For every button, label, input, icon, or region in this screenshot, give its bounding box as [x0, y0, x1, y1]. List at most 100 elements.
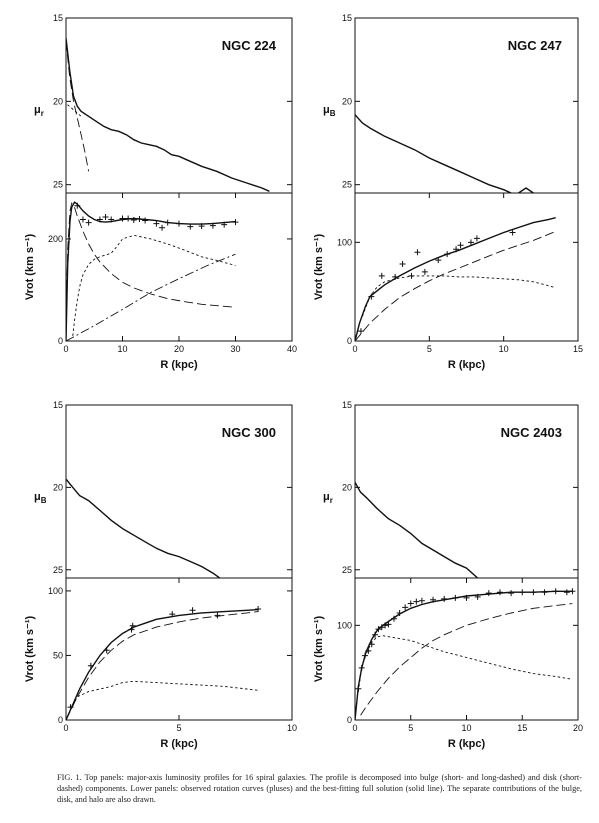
data-point-plus — [368, 293, 375, 300]
y-axis-label: μB — [323, 104, 336, 118]
x-tick-label: 0 — [352, 723, 357, 733]
y-tick-label: 200 — [48, 234, 63, 244]
y-axis-symbol: μ — [34, 104, 41, 116]
y-tick-label: 15 — [342, 400, 352, 410]
y-tick-label: 50 — [53, 650, 63, 660]
data-point-plus — [474, 593, 481, 600]
data-point-plus — [365, 647, 372, 654]
x-tick-label: 10 — [461, 723, 471, 733]
panel-4: 15 20 25 NGC 300 μB — [34, 400, 293, 579]
data-point-plus — [74, 202, 81, 209]
data-point-plus — [421, 268, 428, 275]
data-point-plus — [392, 273, 399, 280]
x-tick-label: 0 — [63, 344, 68, 354]
data-point-plus — [430, 596, 437, 603]
data-point-plus — [214, 612, 221, 619]
data-point-plus — [563, 589, 570, 596]
y-tick-label: 0 — [347, 336, 352, 346]
data-point-plus — [463, 594, 470, 601]
y-axis-label: μr — [34, 104, 44, 118]
data-point-plus — [441, 595, 448, 602]
data-point-plus — [399, 261, 406, 268]
data-point-plus — [221, 221, 228, 228]
data-point-plus — [153, 220, 160, 227]
data-point-plus — [79, 216, 86, 223]
x-tick-label: 15 — [573, 344, 583, 354]
data-point-plus — [372, 631, 379, 638]
data-point-plus — [142, 217, 149, 224]
data-point-plus — [457, 242, 464, 249]
data-point-plus — [232, 219, 239, 226]
series-solid — [518, 187, 534, 193]
data-point-plus — [169, 611, 176, 618]
x-tick-label: 10 — [287, 723, 297, 733]
series-longdash — [66, 202, 236, 341]
x-tick-label: 10 — [499, 344, 509, 354]
series-longdash — [66, 611, 259, 720]
y-axis-label: Vrot (km s⁻¹) — [313, 616, 325, 683]
data-point-plus — [355, 685, 362, 692]
x-tick-label: 0 — [352, 344, 357, 354]
data-point-plus — [198, 223, 205, 230]
y-axis-label: μr — [323, 491, 333, 505]
x-tick-label: 15 — [517, 723, 527, 733]
data-point-plus — [67, 704, 74, 711]
data-point-plus — [102, 213, 109, 220]
data-point-plus — [530, 589, 537, 596]
panel-5: 0 50 100 0 5 10 Vrot (km s⁻¹) R (kpc) — [24, 577, 297, 750]
data-point-plus — [103, 647, 110, 654]
y-tick-label: 100 — [337, 620, 352, 630]
series-longdash — [66, 41, 90, 172]
series-solid — [355, 114, 512, 193]
data-point-plus — [496, 589, 503, 596]
data-point-plus — [413, 598, 420, 605]
panel-frame — [354, 192, 579, 342]
y-axis-subscript: r — [330, 496, 333, 505]
y-tick-label: 20 — [342, 482, 352, 492]
data-point-plus — [396, 610, 403, 617]
x-tick-label: 20 — [573, 723, 583, 733]
data-point-plus — [136, 216, 143, 223]
data-point-plus — [130, 217, 137, 224]
panel-0: 15 20 25 NGC 224 μr — [34, 13, 293, 194]
x-tick-label: 5 — [427, 344, 432, 354]
data-point-plus — [408, 272, 415, 279]
data-point-plus — [209, 222, 216, 229]
data-point-plus — [159, 224, 166, 231]
y-axis-symbol: μ — [323, 104, 330, 116]
y-tick-label: 25 — [53, 180, 63, 190]
galaxy-name: NGC 300 — [222, 425, 276, 440]
x-axis-label: R (kpc) — [448, 359, 486, 371]
data-point-plus — [375, 626, 382, 633]
data-point-plus — [509, 229, 516, 236]
y-axis-subscript: B — [330, 109, 336, 118]
data-point-plus — [187, 223, 194, 230]
x-tick-label: 0 — [63, 723, 68, 733]
data-point-plus — [418, 597, 425, 604]
y-tick-label: 20 — [53, 96, 63, 106]
data-point-plus — [391, 615, 398, 622]
series-shortdash — [361, 275, 556, 317]
data-point-plus — [382, 622, 389, 629]
galaxy-name: NGC 247 — [508, 38, 562, 53]
x-axis-label: R (kpc) — [448, 738, 486, 750]
y-axis-symbol: μ — [323, 491, 330, 503]
panel-2: 15 20 25 NGC 247 μB — [323, 13, 579, 194]
y-tick-label: 25 — [342, 180, 352, 190]
y-axis-subscript: r — [41, 109, 44, 118]
y-tick-label: 0 — [347, 715, 352, 725]
data-point-plus — [128, 626, 135, 633]
y-tick-label: 0 — [58, 715, 63, 725]
figure-caption: FIG. 1. Top panels: major-axis luminosit… — [57, 773, 582, 804]
data-point-plus — [435, 257, 442, 264]
data-point-plus — [378, 624, 385, 631]
series-solid — [66, 478, 221, 578]
y-axis-label: Vrot (km s⁻¹) — [24, 234, 36, 301]
data-point-plus — [485, 590, 492, 597]
data-point-plus — [414, 249, 421, 256]
data-point-plus — [444, 251, 451, 258]
data-point-plus — [362, 652, 369, 659]
data-point-plus — [453, 246, 460, 253]
y-axis-label: Vrot (km s⁻¹) — [24, 616, 36, 683]
data-point-plus — [176, 220, 182, 227]
